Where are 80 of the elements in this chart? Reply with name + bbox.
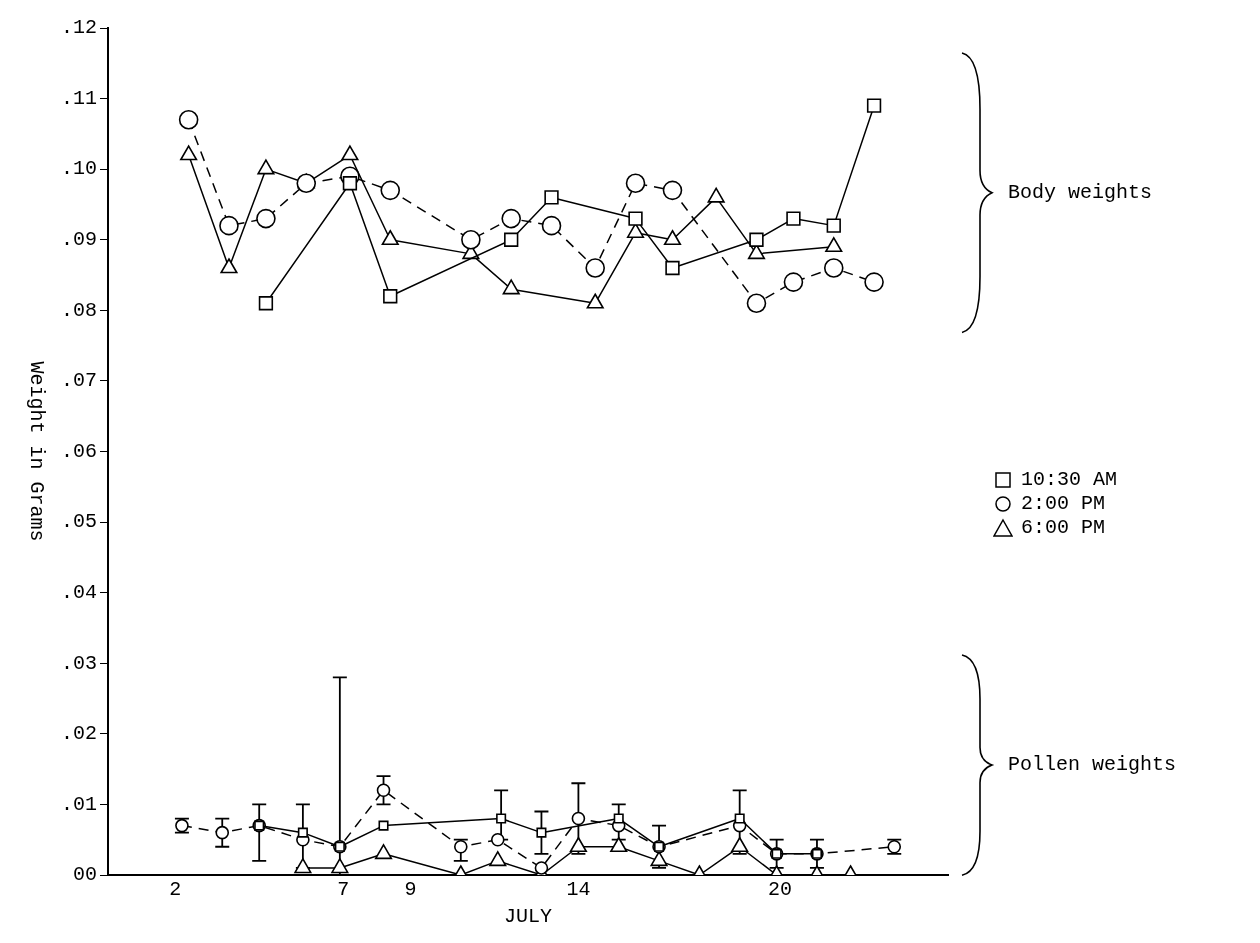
point [731,836,749,853]
y-axis-title: Weight in Grams [24,361,48,542]
legend-label: 2:00 PM [1021,492,1106,517]
point [220,258,238,274]
point [376,783,391,798]
y-tick-label: .07 [60,369,98,393]
point [866,98,882,113]
y-tick-label: .01 [60,792,98,816]
point [496,813,507,824]
point [380,180,401,201]
point [663,229,682,246]
point [504,232,519,247]
point [297,827,308,838]
point [501,208,521,229]
point [258,296,274,311]
point [180,145,198,161]
y-tick-label: .11 [60,86,98,110]
point [628,211,643,226]
legend-label: 10:30 AM [1021,468,1118,493]
point [219,215,239,236]
point [381,229,399,246]
point [746,293,767,314]
y-tick-label: .09 [60,228,98,252]
point [826,218,841,233]
point [257,159,275,175]
y-tick-label: .08 [60,298,98,322]
point [296,173,317,194]
point [461,229,481,250]
y-tick-label: 00 [72,863,98,887]
point [541,215,562,236]
point [650,851,668,867]
point [490,832,505,847]
point [536,827,547,838]
point [331,858,349,874]
y-tick-label: .05 [60,510,98,534]
y-tick-label: .06 [60,439,98,463]
point [256,208,276,229]
y-tick-label: .12 [60,16,98,40]
point [215,825,230,840]
point [783,272,804,292]
point [544,190,559,205]
point [613,813,624,824]
x-tick-label: 2 [169,878,182,902]
y-tick-label: .10 [60,157,98,181]
point [374,844,393,860]
point [825,237,843,253]
point [823,258,844,278]
y-tick-label: .04 [60,580,98,604]
point [489,851,507,867]
x-tick-label: 20 [767,878,793,902]
point [625,173,646,194]
x-tick-label: 14 [566,878,591,902]
point [454,839,468,854]
point [178,109,199,130]
point [586,293,604,309]
x-tick-label: 9 [404,878,417,902]
point [502,279,520,295]
point [786,211,801,226]
point [864,272,884,292]
point [569,836,587,853]
point [585,258,605,278]
point [571,811,586,826]
point [749,232,764,247]
point [378,820,389,831]
point [610,836,628,853]
point [342,176,358,191]
y-tick-label: .03 [60,651,98,675]
point [707,187,725,203]
point [341,145,359,161]
point [662,180,683,201]
point [665,260,680,276]
legend-label: 6:00 PM [1021,516,1106,541]
x-axis-title: JULY [504,905,553,929]
point [383,289,398,304]
text: Body weights [1008,181,1153,205]
y-tick-label: .02 [60,722,98,746]
point [294,858,312,874]
point [734,813,745,824]
x-tick-label: 7 [337,878,350,902]
text: Pollen weights [1008,752,1177,776]
